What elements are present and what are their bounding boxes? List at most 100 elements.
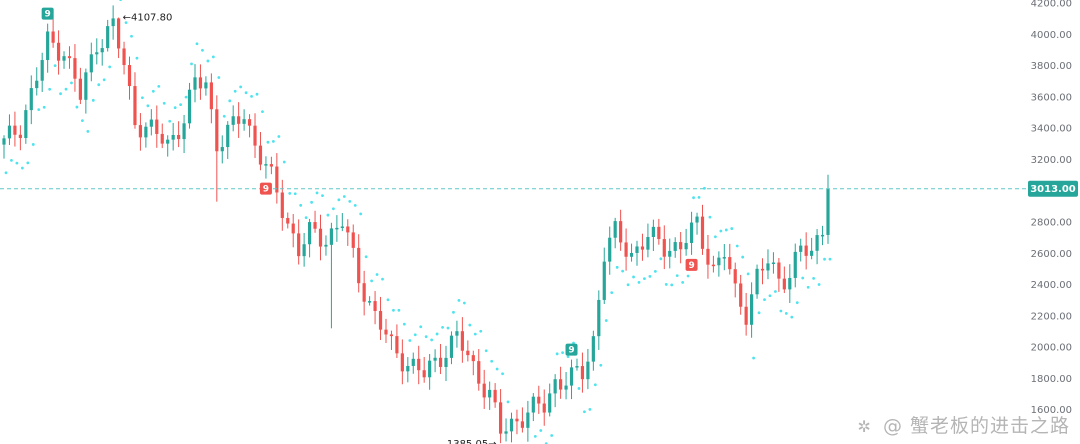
sar-dot <box>621 269 625 273</box>
sar-dot <box>255 92 259 96</box>
candle-body <box>155 119 159 134</box>
sar-dot <box>266 140 270 144</box>
sar-dot <box>277 135 281 138</box>
sar-dot <box>719 229 723 233</box>
candle-body <box>537 396 541 404</box>
candle-body <box>177 135 181 140</box>
candle-body <box>619 221 623 243</box>
sar-dot <box>162 101 166 105</box>
sar-dot <box>326 213 330 217</box>
sar-dot <box>730 227 734 230</box>
sar-dot <box>342 195 346 198</box>
candle-body <box>804 245 808 256</box>
candle-body <box>291 223 295 234</box>
candle-body <box>182 123 186 140</box>
sar-dot <box>741 255 745 259</box>
signal-badge-label: 9 <box>45 10 51 20</box>
sar-dot <box>130 34 133 38</box>
sar-dot <box>648 274 652 278</box>
y-tick-label: 1800.00 <box>1031 374 1072 385</box>
sar-dot <box>315 191 319 195</box>
candle-body <box>673 242 677 251</box>
candle-body <box>395 336 399 354</box>
candle-body <box>62 56 66 61</box>
watermark-text: 蟹老板的进击之路 <box>909 415 1070 437</box>
sar-dot <box>146 104 150 108</box>
sar-dot <box>261 110 264 114</box>
sar-dot <box>86 130 90 133</box>
sar-dot <box>779 309 783 313</box>
sar-dot <box>441 325 444 329</box>
sar-dot <box>206 59 210 63</box>
y-tick-label: 3400.00 <box>1031 124 1072 135</box>
candle-body <box>597 299 601 337</box>
sar-dot <box>801 276 805 280</box>
signal-badge <box>565 343 578 356</box>
candle-body <box>520 421 525 428</box>
sar-dot <box>359 212 363 216</box>
candle-body <box>608 237 612 262</box>
candle-body <box>460 331 464 351</box>
swirl-icon: ✲ <box>857 417 872 436</box>
candle-body <box>220 147 224 152</box>
candle-body <box>18 134 22 138</box>
candle-body <box>297 233 301 257</box>
y-tick-label: 4000.00 <box>1031 30 1072 41</box>
candle-body <box>417 358 421 371</box>
sar-dot <box>250 94 253 98</box>
candle-body <box>275 166 279 193</box>
candle-body <box>553 379 557 394</box>
sar-dot <box>637 280 641 284</box>
candle-body <box>766 263 770 271</box>
candle-body <box>591 336 595 362</box>
candle-body <box>357 247 361 284</box>
sar-dot <box>752 356 756 360</box>
candle-body <box>231 116 235 125</box>
sar-dot <box>304 216 308 220</box>
sar-dot <box>643 277 646 281</box>
candle-body <box>269 164 273 167</box>
candle-body <box>7 125 12 139</box>
candle-body <box>237 116 241 124</box>
sar-dot <box>473 332 477 336</box>
candle-body <box>651 226 655 237</box>
candle-body <box>340 226 344 228</box>
candle-body <box>187 89 192 124</box>
sar-dot <box>692 196 695 200</box>
sar-dot <box>610 291 614 294</box>
sar-dot <box>555 352 559 356</box>
sar-dot <box>59 92 62 96</box>
candle-body <box>24 110 28 138</box>
sar-dot <box>435 332 439 336</box>
candle-body <box>482 383 486 398</box>
candle-body <box>84 72 88 100</box>
candle-body <box>684 242 688 250</box>
candle-body <box>646 236 650 250</box>
candle-body <box>438 357 443 367</box>
candle-body <box>56 42 61 61</box>
sar-dot <box>42 105 46 109</box>
candle-body <box>428 360 432 378</box>
sar-dot <box>299 203 303 207</box>
sar-dot <box>506 400 510 404</box>
sar-dot <box>364 255 368 259</box>
sar-dot <box>64 87 68 91</box>
candle-body <box>635 246 639 253</box>
candle-body <box>253 125 257 146</box>
candle-body <box>640 246 645 250</box>
candle-body <box>498 402 503 434</box>
sar-dot <box>790 315 794 319</box>
candle-body <box>258 145 263 165</box>
candle-body <box>613 221 617 238</box>
candle-body <box>488 389 492 398</box>
y-tick-label: 3200.00 <box>1031 155 1072 166</box>
y-tick-label: 2200.00 <box>1031 311 1072 322</box>
candle-body <box>100 48 104 53</box>
signal-badge <box>259 182 272 195</box>
candle-body <box>46 31 50 61</box>
sar-dot <box>577 387 581 390</box>
candle-body <box>580 366 585 380</box>
candle-body <box>111 18 115 27</box>
sar-dot <box>681 281 685 284</box>
sar-dot <box>408 339 412 342</box>
